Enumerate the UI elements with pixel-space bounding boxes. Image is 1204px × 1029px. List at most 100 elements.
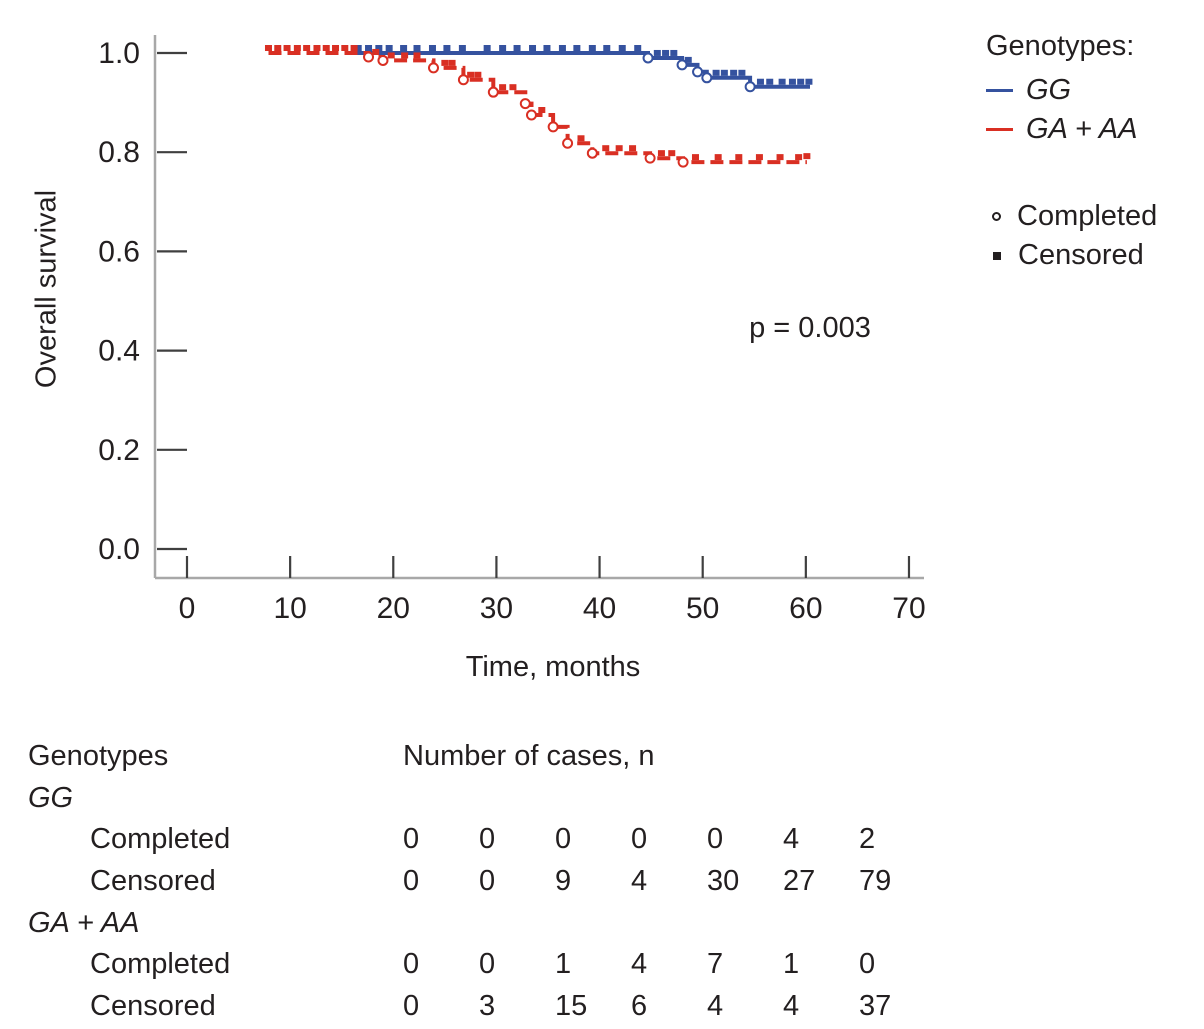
censored-mark (662, 49, 670, 56)
censored-mark (577, 135, 585, 142)
y-tick-label: 1.0 (98, 37, 140, 70)
legend-label-ga-aa: GA + AA (1026, 113, 1138, 145)
case-count-table: Genotypes Number of cases, n GG Complete… (28, 736, 935, 1027)
table-header-cases: Number of cases, n (403, 740, 655, 773)
y-tick-label: 0.6 (98, 235, 140, 268)
censored-mark (558, 45, 566, 51)
y-axis-ticks: 0.0 0.2 0.4 0.6 0.8 1.0 (98, 37, 187, 566)
censored-mark (354, 45, 362, 51)
censored-mark (483, 45, 491, 51)
series-ga-aa (264, 45, 811, 168)
legend-spacer (986, 149, 1157, 197)
table-cell: 0 (707, 823, 724, 856)
censored-mark (264, 45, 272, 51)
censored-mark (443, 45, 451, 51)
censored-mark (474, 71, 482, 78)
y-axis-label: Overall survival (30, 189, 63, 389)
completed-mark (644, 152, 656, 164)
completed-mark (642, 52, 654, 64)
censored-mark (653, 49, 661, 56)
y-tick-label: 0.2 (98, 434, 140, 467)
censored-mark (720, 69, 728, 76)
table-cell: 1 (783, 948, 800, 981)
completed-mark (586, 147, 598, 159)
x-tick-label: 30 (480, 592, 513, 625)
table-cell: 0 (403, 865, 420, 898)
censored-mark (385, 45, 393, 51)
censored-mark (413, 45, 421, 51)
x-tick-label: 0 (179, 592, 196, 625)
table-cell: 0 (403, 823, 420, 856)
legend: Genotypes: GG GA + AA Completed Censored (986, 30, 1157, 275)
censored-mark (738, 69, 746, 76)
censored-mark (668, 150, 676, 157)
censored-mark (712, 69, 720, 76)
censored-mark (467, 71, 475, 78)
censored-mark (797, 78, 805, 85)
table-header-genotypes: Genotypes (28, 740, 169, 773)
censored-mark (283, 45, 291, 51)
censored-mark (274, 45, 282, 51)
x-axis-label: Time, months (465, 651, 641, 683)
legend-item-censored: Censored (986, 236, 1157, 275)
censored-mark (313, 45, 321, 51)
censored-mark (618, 45, 626, 51)
censored-mark (372, 48, 380, 55)
censored-mark (499, 45, 507, 51)
completed-mark (744, 81, 756, 93)
series-gg (353, 45, 813, 93)
censored-mark (341, 45, 349, 51)
table-cell: 0 (631, 823, 648, 856)
table-cell: 4 (631, 865, 648, 898)
table-cell: 7 (707, 948, 724, 981)
censored-mark (375, 45, 383, 51)
completed-mark (363, 51, 375, 63)
survival-curve (268, 51, 807, 165)
completed-mark (676, 59, 688, 71)
censored-mark (766, 78, 774, 85)
completed-circle-icon (992, 212, 1001, 221)
censored-mark (499, 84, 507, 91)
completed-mark (677, 156, 689, 168)
x-tick-label: 10 (273, 592, 306, 625)
table-row-label: Completed (90, 823, 231, 856)
censored-mark (401, 52, 409, 59)
censored-mark (755, 154, 763, 161)
table-cell: 0 (479, 823, 496, 856)
x-tick-label: 40 (583, 592, 616, 625)
table-row-label: Censored (90, 989, 216, 1022)
censored-mark (629, 145, 637, 152)
censored-mark (805, 78, 813, 85)
censored-mark (350, 45, 358, 51)
censored-mark (730, 69, 738, 76)
table-cell: 0 (859, 948, 876, 981)
censored-mark (573, 45, 581, 51)
table-cell: 1 (555, 948, 572, 981)
ga-aa-line-swatch (986, 128, 1013, 131)
table-cell: 0 (403, 948, 420, 981)
censored-mark (788, 78, 796, 85)
censored-mark (615, 145, 623, 152)
censored-square-icon (993, 251, 1001, 260)
table-cell: 4 (631, 948, 648, 981)
censored-mark (332, 45, 340, 51)
completed-mark (457, 74, 469, 86)
legend-title: Genotypes: (986, 30, 1135, 62)
table-cell: 0 (555, 823, 572, 856)
table-cell: 2 (859, 823, 876, 856)
completed-mark (377, 54, 389, 66)
censored-mark (387, 52, 395, 59)
censored-mark (400, 45, 408, 51)
censored-mark (714, 154, 722, 161)
censored-mark (756, 78, 764, 85)
censored-mark (588, 45, 596, 51)
x-tick-label: 50 (686, 592, 719, 625)
censored-mark (428, 45, 436, 51)
censored-mark (803, 153, 811, 160)
y-tick-label: 0.4 (98, 335, 140, 368)
censored-mark (365, 45, 373, 51)
table-cell: 0 (479, 948, 496, 981)
censored-mark (513, 45, 521, 51)
table-cell: 15 (555, 989, 588, 1022)
